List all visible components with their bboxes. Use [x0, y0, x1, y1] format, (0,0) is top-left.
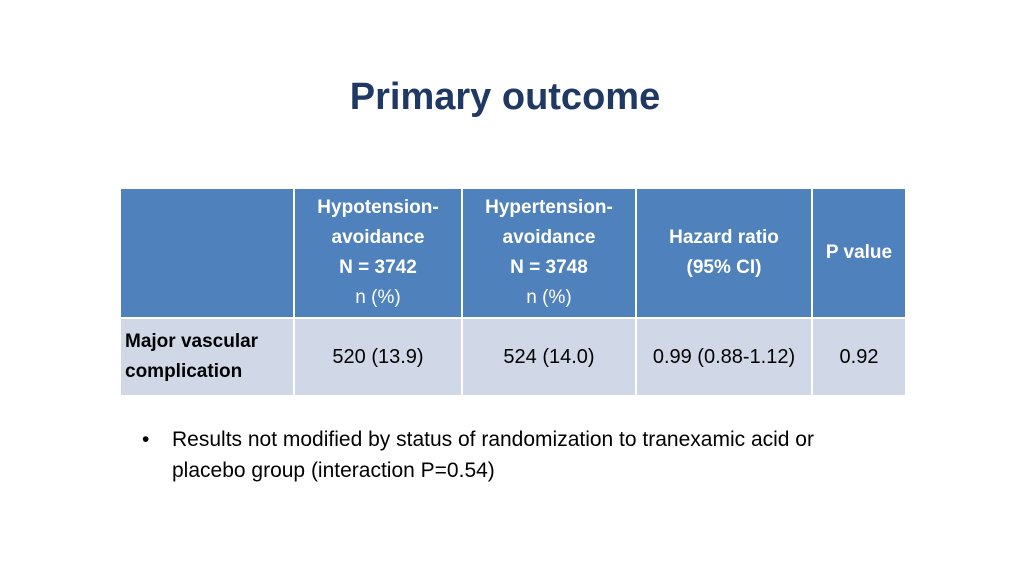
cell-hypertension-avoidance: 524 (14.0) — [461, 317, 637, 397]
header-line: N = 3742 — [339, 257, 417, 278]
header-subtitle: n (%) — [526, 287, 572, 308]
header-line: N = 3748 — [510, 257, 588, 278]
header-line: avoidance — [502, 227, 596, 248]
row-label: Major vascular complication — [119, 317, 295, 397]
table-header-row: Hypotension- avoidance N = 3742 n (%) Hy… — [119, 187, 907, 319]
row-label-line: complication — [125, 361, 243, 382]
header-line: (95% CI) — [686, 257, 762, 278]
bullet-marker: • — [142, 428, 150, 451]
header-subtitle: n (%) — [355, 287, 401, 308]
header-hypotension-avoidance: Hypotension- avoidance N = 3742 n (%) — [293, 187, 463, 319]
cell-hazard-ratio: 0.99 (0.88-1.12) — [635, 317, 813, 397]
outcome-table: Hypotension- avoidance N = 3742 n (%) Hy… — [119, 187, 907, 397]
header-line: P value — [825, 242, 893, 263]
cell-hypotension-avoidance: 520 (13.9) — [293, 317, 463, 397]
header-hazard-ratio: Hazard ratio (95% CI) — [635, 187, 813, 319]
header-line: Hypotension- — [317, 197, 439, 218]
header-line: avoidance — [331, 227, 425, 248]
header-p-value: P value — [811, 187, 907, 319]
slide-title: Primary outcome — [349, 76, 661, 118]
header-hypertension-avoidance: Hypertension- avoidance N = 3748 n (%) — [461, 187, 637, 319]
row-label-line: Major vascular — [125, 331, 259, 352]
header-empty — [119, 187, 295, 319]
bullet-item: • Results not modified by status of rand… — [142, 424, 882, 486]
header-line: Hypertension- — [485, 197, 613, 218]
cell-p-value: 0.92 — [811, 317, 907, 397]
header-line: Hazard ratio — [669, 227, 779, 248]
bullet-text: Results not modified by status of random… — [172, 428, 814, 482]
table-row: Major vascular complication 520 (13.9) 5… — [119, 317, 907, 397]
